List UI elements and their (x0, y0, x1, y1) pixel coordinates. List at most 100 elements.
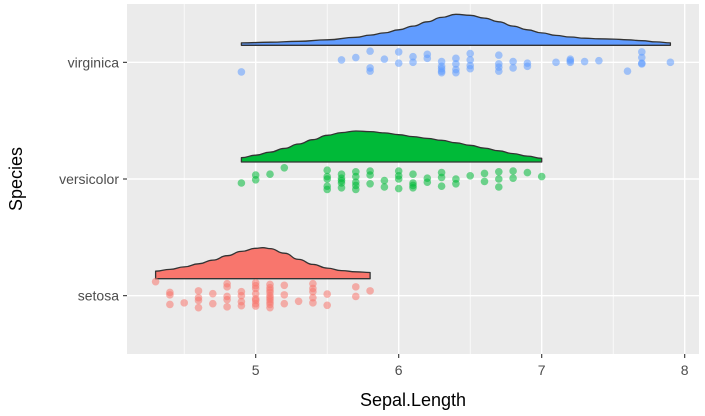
x-tick-label: 8 (681, 362, 689, 378)
jitter-points (151, 47, 675, 312)
data-point-setosa (294, 297, 303, 306)
data-point-versicolor (437, 173, 446, 182)
data-point-virginica (666, 58, 675, 67)
data-point-virginica (466, 49, 475, 58)
data-point-versicolor (394, 167, 403, 175)
data-point-versicolor (480, 177, 489, 186)
data-point-setosa (223, 279, 231, 288)
data-point-setosa (266, 280, 274, 289)
data-point-virginica (466, 64, 475, 73)
data-point-setosa (166, 300, 174, 309)
data-point-setosa (194, 303, 203, 312)
data-point-virginica (552, 58, 560, 67)
data-point-versicolor (323, 182, 332, 190)
data-point-setosa (194, 287, 203, 295)
data-point-versicolor (423, 178, 432, 186)
data-point-setosa (266, 295, 274, 304)
x-tick-label: 6 (395, 362, 403, 378)
data-point-virginica (452, 65, 460, 74)
data-point-setosa (209, 289, 217, 298)
data-point-virginica (638, 60, 646, 68)
data-point-virginica (380, 55, 389, 63)
data-point-virginica (366, 67, 374, 75)
data-point-virginica (580, 57, 589, 66)
data-point-versicolor (495, 168, 503, 176)
data-point-versicolor (323, 175, 332, 183)
data-point-virginica (237, 68, 246, 76)
data-point-virginica (337, 56, 346, 64)
data-point-setosa (266, 286, 274, 294)
data-point-setosa (166, 291, 174, 299)
x-tick-label: 7 (538, 362, 546, 378)
data-point-versicolor (251, 176, 260, 184)
data-point-setosa (194, 296, 203, 305)
data-point-versicolor (509, 174, 517, 182)
data-point-virginica (452, 60, 460, 68)
data-point-setosa (280, 299, 289, 308)
density-cloud-virginica (240, 13, 672, 46)
data-point-setosa (323, 301, 332, 310)
data-point-setosa (251, 299, 260, 308)
data-point-versicolor (352, 172, 360, 181)
data-point-virginica (423, 50, 432, 59)
data-point-versicolor (509, 167, 517, 175)
data-point-versicolor (466, 172, 475, 180)
data-point-virginica (495, 67, 503, 75)
data-point-versicolor (495, 175, 503, 183)
data-point-virginica (409, 58, 417, 67)
data-point-versicolor (409, 170, 417, 178)
data-point-setosa (237, 291, 246, 300)
y-tick-label: versicolor (59, 171, 119, 187)
data-point-setosa (280, 291, 289, 299)
density-clouds (154, 13, 672, 280)
y-axis: setosa versicolor virginica (59, 54, 127, 304)
data-point-versicolor (495, 183, 503, 191)
data-point-virginica (509, 64, 517, 72)
data-point-setosa (237, 301, 246, 310)
x-axis: 5 6 7 8 (252, 354, 689, 378)
data-point-setosa (309, 299, 317, 307)
data-point-versicolor (352, 185, 360, 194)
data-point-versicolor (480, 169, 489, 178)
x-axis-title: Sepal.Length (360, 390, 466, 410)
data-point-versicolor (437, 182, 446, 190)
density-cloud-setosa (154, 247, 371, 280)
data-point-virginica (595, 56, 603, 65)
density-cloud-versicolor (240, 130, 543, 163)
data-point-virginica (409, 52, 417, 61)
data-point-versicolor (280, 164, 289, 172)
data-point-setosa (180, 299, 188, 307)
data-point-versicolor (537, 172, 546, 181)
data-point-setosa (251, 281, 260, 290)
data-point-setosa (309, 284, 317, 293)
data-point-setosa (323, 290, 332, 298)
data-point-setosa (151, 277, 160, 286)
data-point-setosa (223, 303, 231, 311)
data-point-versicolor (380, 183, 389, 191)
data-point-setosa (352, 292, 360, 301)
data-point-virginica (495, 51, 503, 59)
data-point-versicolor (366, 180, 374, 188)
data-point-versicolor (237, 179, 246, 187)
data-point-setosa (309, 293, 317, 302)
data-point-setosa (280, 281, 289, 290)
data-point-versicolor (323, 166, 332, 174)
data-point-setosa (223, 295, 231, 304)
data-point-versicolor (366, 167, 374, 175)
data-point-versicolor (523, 168, 532, 177)
data-point-versicolor (409, 184, 417, 192)
data-point-setosa (251, 289, 260, 298)
data-point-virginica (394, 59, 403, 67)
data-point-versicolor (394, 184, 403, 193)
y-tick-label: setosa (78, 288, 119, 304)
data-point-virginica (566, 58, 575, 67)
data-point-virginica (394, 48, 403, 56)
data-point-virginica (623, 67, 632, 75)
data-point-versicolor (394, 175, 403, 183)
data-point-virginica (509, 57, 517, 66)
data-point-versicolor (337, 174, 346, 182)
data-point-virginica (466, 56, 475, 64)
data-point-versicolor (266, 170, 274, 178)
y-tick-label: virginica (68, 54, 120, 70)
